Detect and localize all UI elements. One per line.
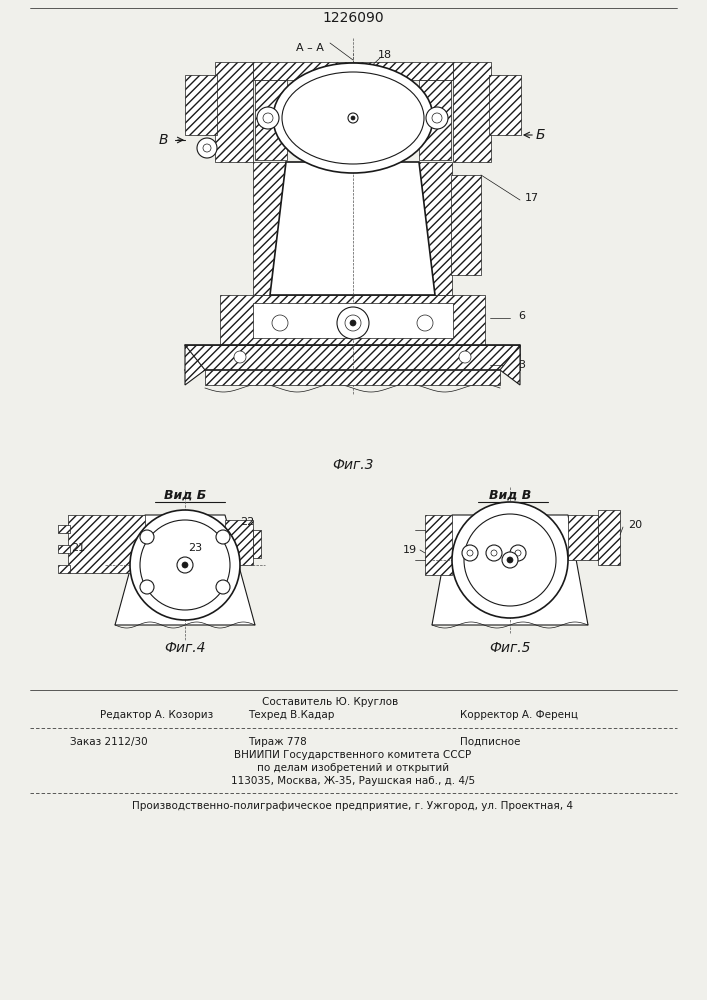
- Text: Фиг.5: Фиг.5: [489, 641, 531, 655]
- Circle shape: [459, 351, 471, 363]
- Text: Вид Б: Вид Б: [164, 488, 206, 502]
- Circle shape: [263, 113, 273, 123]
- Bar: [425, 515, 452, 575]
- Circle shape: [130, 510, 240, 620]
- Text: Производственно-полиграфическое предприятие, г. Ужгород, ул. Проектная, 4: Производственно-полиграфическое предприя…: [132, 801, 573, 811]
- Bar: [205, 370, 500, 385]
- Text: 20: 20: [628, 520, 642, 530]
- Text: 19: 19: [403, 545, 417, 555]
- Bar: [568, 515, 598, 560]
- Circle shape: [507, 557, 513, 563]
- Ellipse shape: [282, 72, 424, 164]
- Circle shape: [467, 550, 473, 556]
- Circle shape: [272, 315, 288, 331]
- Circle shape: [197, 138, 217, 158]
- Circle shape: [257, 107, 279, 129]
- Bar: [68, 515, 145, 573]
- Circle shape: [177, 557, 193, 573]
- Bar: [58, 545, 70, 553]
- Circle shape: [140, 580, 154, 594]
- Bar: [598, 510, 620, 565]
- Text: 22: 22: [240, 517, 254, 527]
- Text: Заказ 2112/30: Заказ 2112/30: [70, 737, 148, 747]
- Bar: [419, 80, 451, 160]
- Text: 21: 21: [71, 543, 85, 553]
- Bar: [220, 295, 485, 345]
- Circle shape: [510, 545, 526, 561]
- Bar: [185, 345, 520, 370]
- Polygon shape: [115, 515, 255, 625]
- Polygon shape: [432, 515, 588, 625]
- Text: Редактор А. Козориз: Редактор А. Козориз: [100, 710, 214, 720]
- Circle shape: [486, 545, 502, 561]
- Bar: [255, 80, 287, 160]
- Bar: [225, 520, 253, 565]
- Circle shape: [216, 530, 230, 544]
- Circle shape: [452, 502, 568, 618]
- Polygon shape: [270, 162, 435, 295]
- Text: ВНИИПИ Государственного комитета СССР: ВНИИПИ Государственного комитета СССР: [235, 750, 472, 760]
- Circle shape: [203, 144, 211, 152]
- Text: Техред В.Кадар: Техред В.Кадар: [248, 710, 334, 720]
- Circle shape: [426, 107, 448, 129]
- Circle shape: [140, 530, 154, 544]
- Bar: [453, 62, 491, 162]
- Circle shape: [140, 520, 230, 610]
- Circle shape: [417, 315, 433, 331]
- Text: 1226090: 1226090: [322, 11, 384, 25]
- Text: 3: 3: [518, 360, 525, 370]
- Bar: [451, 175, 481, 275]
- Polygon shape: [500, 345, 520, 385]
- Circle shape: [216, 580, 230, 594]
- Bar: [419, 162, 452, 295]
- Text: по делам изобретений и открытий: по делам изобретений и открытий: [257, 763, 449, 773]
- Circle shape: [464, 514, 556, 606]
- Text: Фиг.4: Фиг.4: [164, 641, 206, 655]
- Circle shape: [182, 562, 188, 568]
- Text: Тираж 778: Тираж 778: [248, 737, 307, 747]
- Circle shape: [502, 552, 518, 568]
- Bar: [489, 75, 521, 135]
- Text: Вид В: Вид В: [489, 488, 531, 502]
- Bar: [58, 565, 70, 573]
- Text: 18: 18: [378, 50, 392, 60]
- Text: 23: 23: [188, 543, 202, 553]
- Text: 113035, Москва, Ж-35, Раушская наб., д. 4/5: 113035, Москва, Ж-35, Раушская наб., д. …: [231, 776, 475, 786]
- Circle shape: [350, 320, 356, 326]
- Circle shape: [491, 550, 497, 556]
- Bar: [253, 303, 453, 338]
- Polygon shape: [185, 345, 205, 385]
- Bar: [253, 530, 261, 558]
- Bar: [215, 62, 253, 162]
- Bar: [253, 162, 286, 295]
- Text: Б: Б: [535, 128, 545, 142]
- Circle shape: [337, 307, 369, 339]
- Circle shape: [345, 315, 361, 331]
- Text: Фиг.3: Фиг.3: [332, 458, 374, 472]
- Text: Составитель Ю. Круглов: Составитель Ю. Круглов: [262, 697, 398, 707]
- Circle shape: [462, 545, 478, 561]
- Circle shape: [234, 351, 246, 363]
- Text: Корректор А. Ференц: Корректор А. Ференц: [460, 710, 578, 720]
- Circle shape: [432, 113, 442, 123]
- Text: А – А: А – А: [296, 43, 324, 53]
- Circle shape: [515, 550, 521, 556]
- Circle shape: [351, 116, 355, 120]
- Text: 6: 6: [518, 311, 525, 321]
- Text: 17: 17: [525, 193, 539, 203]
- Bar: [253, 62, 453, 80]
- Text: В: В: [158, 133, 168, 147]
- Bar: [58, 525, 70, 533]
- Circle shape: [348, 113, 358, 123]
- Ellipse shape: [273, 63, 433, 173]
- Text: Подписное: Подписное: [460, 737, 520, 747]
- Bar: [185, 75, 217, 135]
